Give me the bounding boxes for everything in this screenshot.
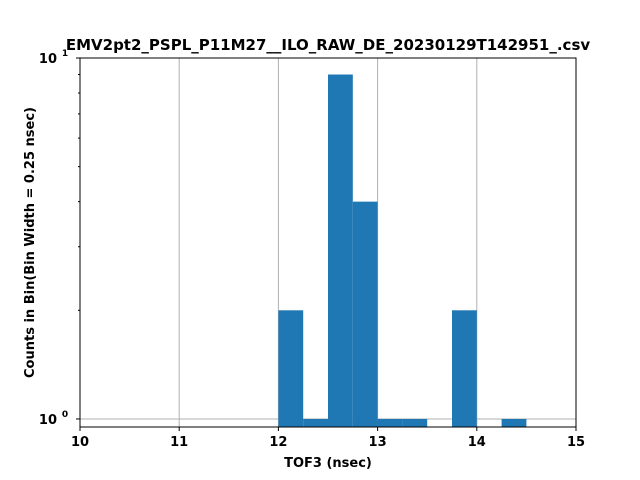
histogram-bar	[328, 74, 353, 427]
bars	[278, 74, 527, 427]
y-tick-label: 10	[39, 413, 57, 428]
y-tick-exponent: 0	[62, 410, 68, 420]
plot-frame	[79, 57, 577, 428]
y-tick-exponent: 1	[62, 49, 68, 59]
y-axis-label: Counts in Bin(Bin Width = 0.25 nsec)	[23, 107, 38, 378]
histogram-bar	[352, 201, 378, 427]
x-axis-label: TOF3 (nsec)	[284, 456, 372, 471]
histogram-bar	[303, 418, 328, 427]
x-tick-label: 14	[468, 435, 486, 450]
x-tick-label: 10	[71, 435, 89, 450]
chart-title: EMV2pt2_PSPL_P11M27__ILO_RAW_DE_20230129…	[66, 36, 591, 54]
x-tick-label: 12	[269, 435, 287, 450]
histogram-bar	[452, 310, 477, 427]
x-axis: 10 11 12 13 14 15	[71, 427, 585, 450]
histogram-bar	[278, 310, 304, 427]
y-tick-label: 10	[39, 52, 57, 67]
histogram-bar	[501, 418, 527, 427]
x-tick-label: 11	[170, 435, 188, 450]
x-tick-label: 15	[567, 435, 585, 450]
histogram-bar	[377, 418, 403, 427]
x-tick-label: 13	[369, 435, 387, 450]
histogram-bar	[402, 418, 428, 427]
y-axis: 10 0 10 1	[39, 49, 80, 428]
